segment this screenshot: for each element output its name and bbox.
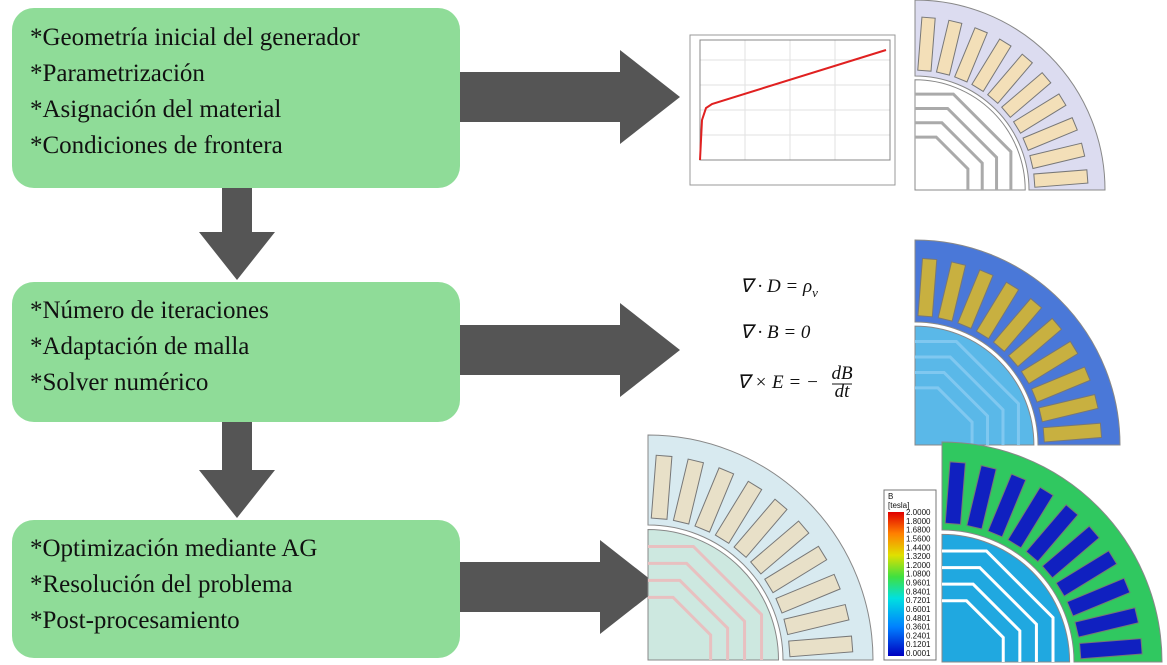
step-item: *Adaptación de malla [30,333,249,360]
colorbar-label: 0.9601 [906,579,931,588]
colorbar-label: 1.6800 [906,526,931,535]
equation: ∇ × E = − [737,372,819,393]
down-arrow [199,188,275,280]
colorbar-label: 1.3200 [906,552,931,561]
colorbar-label: 0.6001 [906,605,931,614]
motor-section [942,442,1162,662]
step-item: *Asignación del material [30,96,281,123]
colorbar-label: 0.8401 [906,587,931,596]
right-arrow [460,303,680,397]
colorbar-label: 0.7201 [906,596,931,605]
equation-denominator: dt [835,381,851,402]
motor-section [915,0,1105,190]
colorbar-label: 1.4400 [906,543,931,552]
down-arrow [199,422,275,518]
colorbar-label: 0.0001 [906,649,931,658]
colorbar-label: 0.2401 [906,631,931,640]
colorbar-label: 1.0800 [906,570,931,579]
motor-section [915,240,1120,445]
colorbar-label: 0.3601 [906,623,931,632]
step-item: *Número de iteraciones [30,297,269,324]
diagram: ∇ · D = ρv ∇ · B = 0 ∇ × E = − dB dt B [… [0,0,1167,665]
colorbar-label: 0.1201 [906,640,931,649]
step-item: *Resolución del problema [30,571,292,598]
step-item: *Solver numérico [30,369,208,396]
step-item: *Post-procesamiento [30,607,240,634]
step-item: *Condiciones de frontera [30,132,283,159]
right-arrow [460,50,680,144]
right-arrow [460,540,660,634]
colorbar-label: 1.8000 [906,517,931,526]
colorbar-label: 0.4801 [906,614,931,623]
step-item: *Optimización mediante AG [30,535,317,562]
colorbar-label: 1.5600 [906,534,931,543]
motor-section [648,435,873,660]
colorbar-label: 2.0000 [906,508,931,517]
colorbar-label: 1.2000 [906,561,931,570]
colorbar-title: B [888,492,893,501]
equation: ∇ · D = ρv [740,276,818,300]
colorbar-ramp [888,512,904,656]
step-item: *Parametrización [30,60,205,87]
bh-chart [690,35,895,185]
equation: ∇ · B = 0 [740,322,811,343]
colorbar: B [tesla] 2.00001.80001.68001.56001.4400… [884,490,936,660]
step-item: *Geometría inicial del generador [30,24,360,51]
